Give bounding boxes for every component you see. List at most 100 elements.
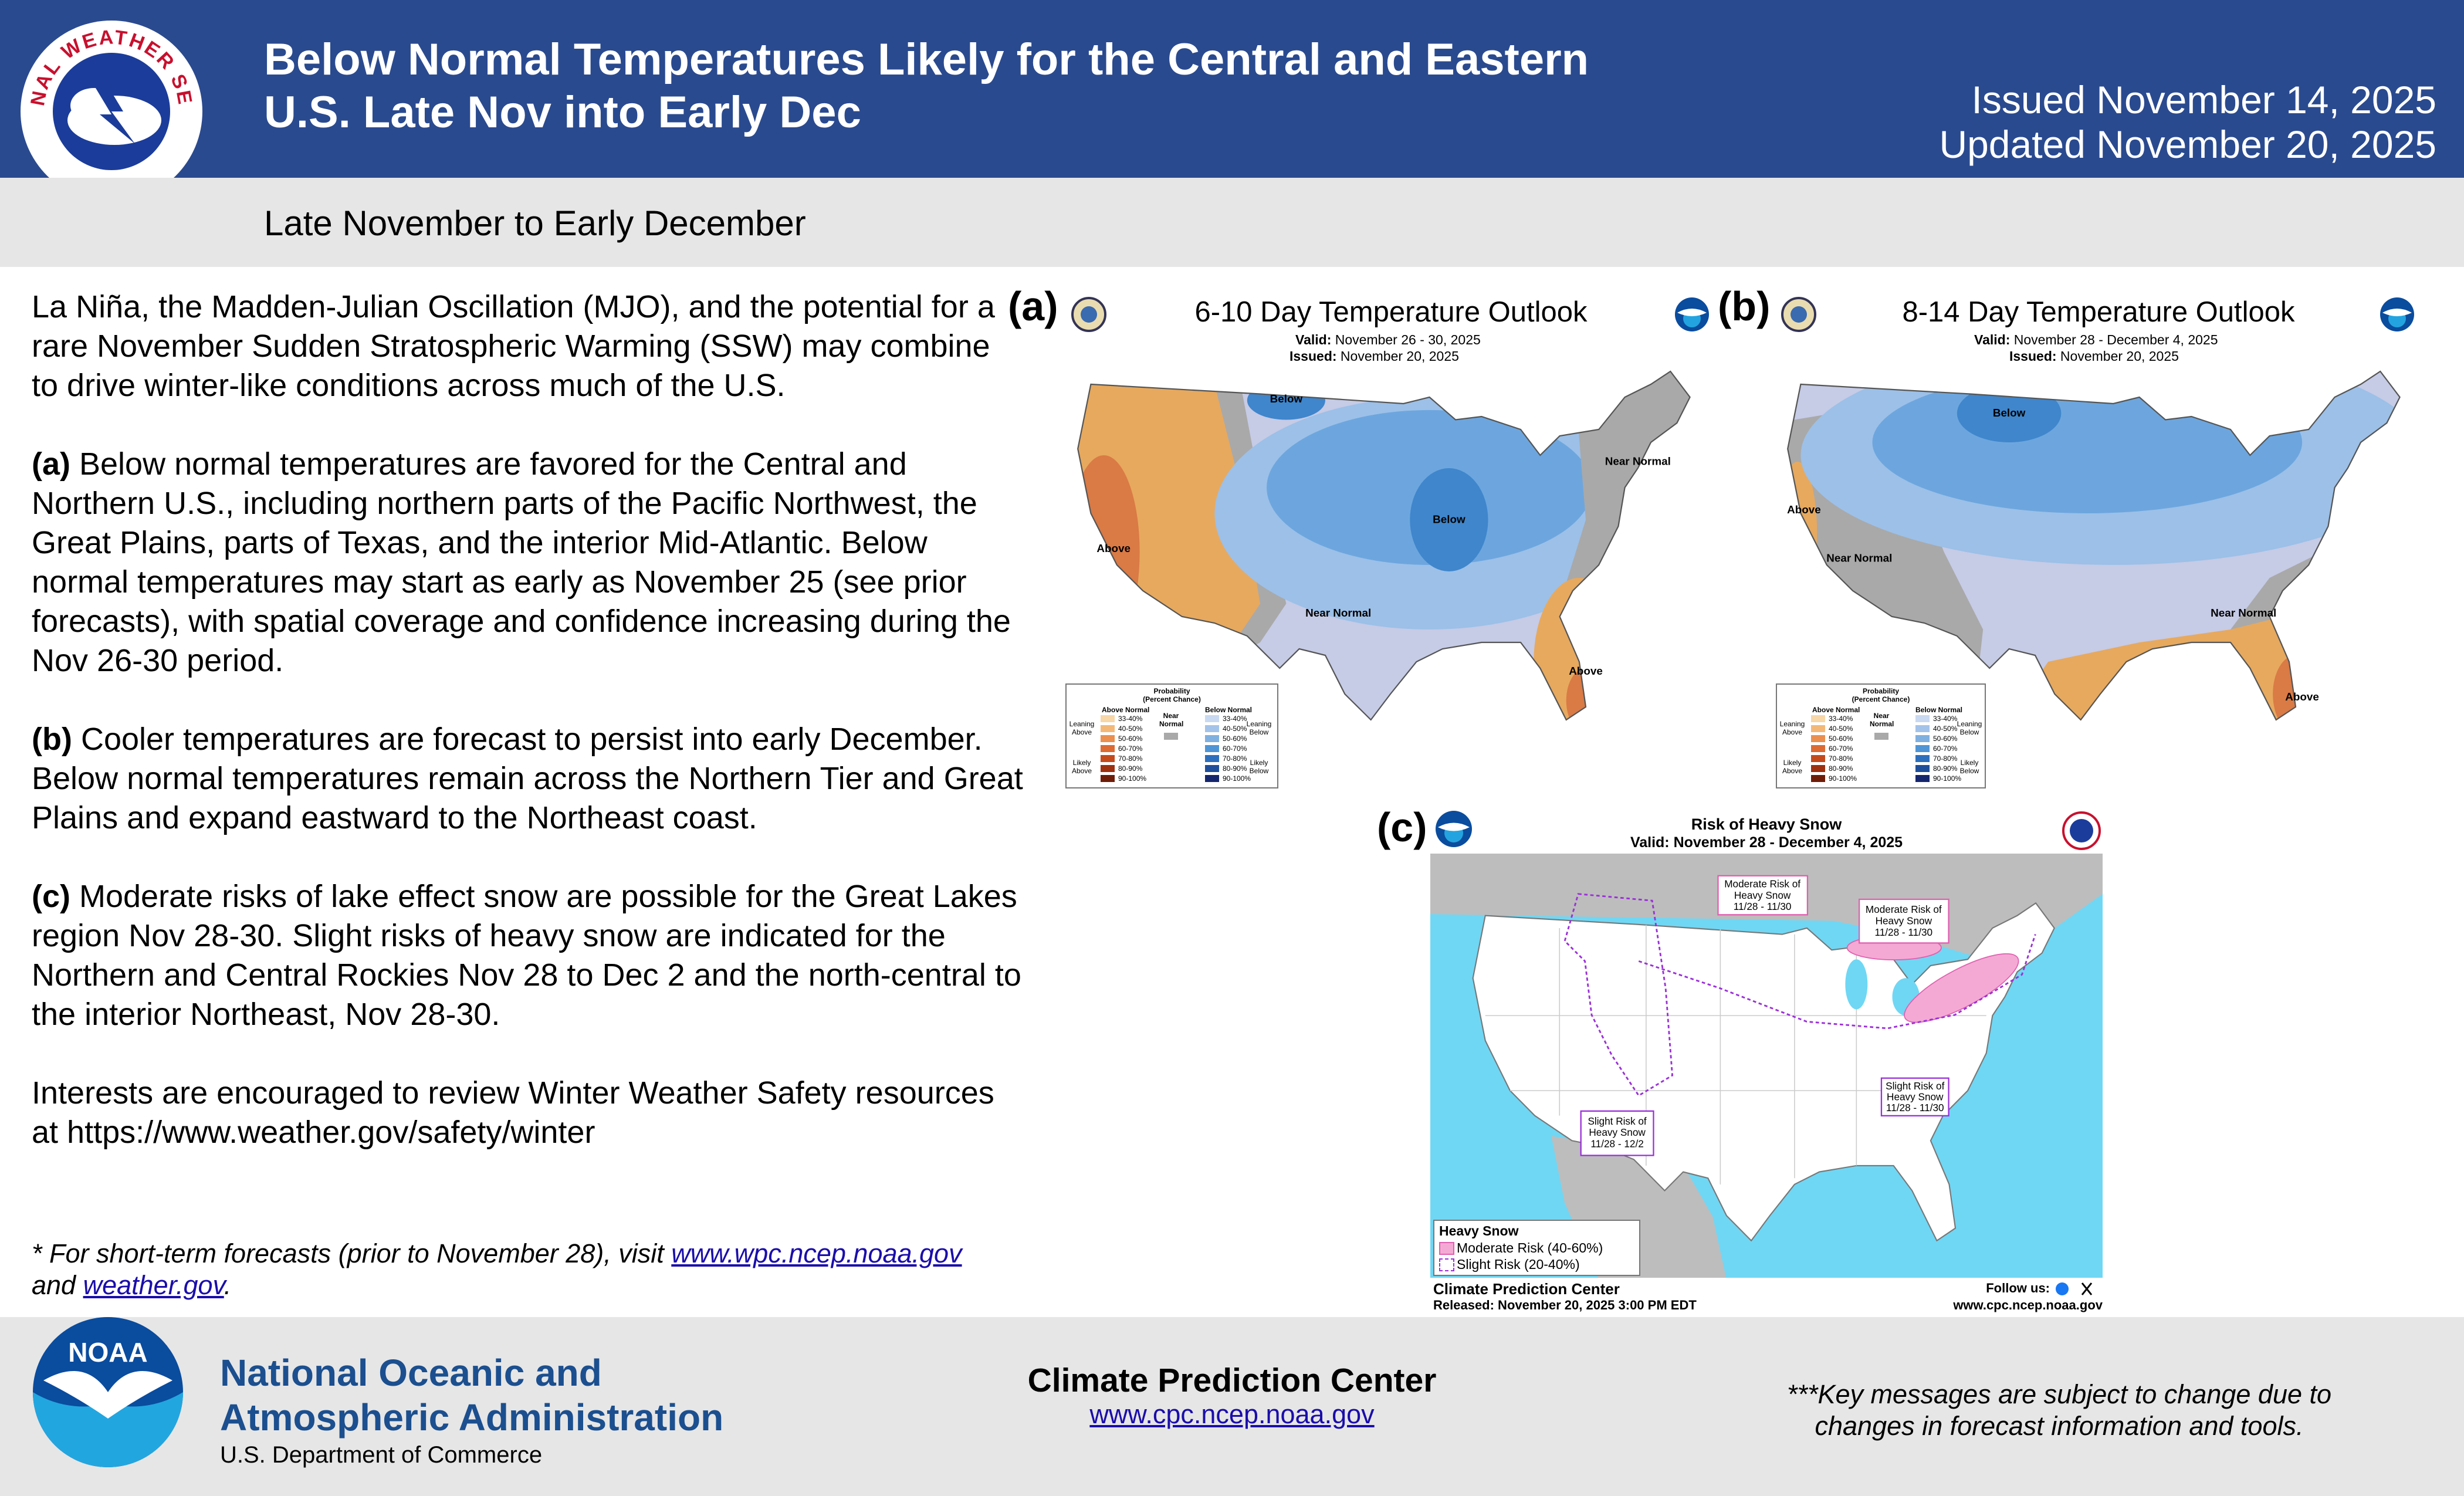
map-title: 8-14 Day Temperature Outlook	[1902, 296, 2295, 328]
legend-range: 80-90%	[1223, 764, 1247, 773]
legend-swatch	[1101, 715, 1115, 722]
callout-text: Slight Risk of	[1886, 1080, 1944, 1092]
side-label: Leaning Above	[1779, 720, 1805, 736]
map-valid: Valid: November 28 - December 4, 2025	[1630, 834, 1903, 851]
legend-range: 50-60%	[1829, 735, 1853, 743]
callout-text: Slight Risk of	[1588, 1115, 1646, 1127]
legend-swatch	[1811, 745, 1825, 752]
map-title: 6-10 Day Temperature Outlook	[1194, 296, 1588, 328]
noaa-icon	[1675, 297, 1709, 331]
legend-range: 60-70%	[1118, 744, 1143, 753]
legend-header: Above Normal	[1812, 706, 1860, 714]
header-band	[0, 0, 2464, 178]
legend-swatch	[1205, 735, 1219, 742]
value: November 26 - 30, 2025	[1335, 332, 1481, 347]
legend-range: 90-100%	[1933, 774, 1962, 783]
legend-swatch	[1811, 735, 1825, 742]
snow-map: Moderate Risk of Heavy Snow 11/28 - 11/3…	[1430, 854, 2103, 1278]
side-label: Leaning Below	[1957, 720, 1982, 736]
legend-header: Near Normal	[1870, 712, 1894, 728]
paragraph: (c) Moderate risks of lake effect snow a…	[32, 877, 1023, 1034]
outlook-legend: Probability (Percent Chance) Above Normal N…	[1776, 683, 1986, 788]
center-link[interactable]: www.cpc.ncep.noaa.gov	[1089, 1399, 1375, 1429]
legend-swatch	[1205, 725, 1219, 732]
logo-text: NOAA	[68, 1337, 147, 1368]
legend-swatch	[1205, 715, 1219, 722]
region-label: Below	[1433, 513, 1465, 526]
callout-text: 11/28 - 11/30	[1886, 1102, 1944, 1113]
legend-swatch	[1915, 715, 1930, 722]
follow-label: Follow us:	[1986, 1281, 2050, 1295]
legend-header: Below Normal	[1205, 706, 1253, 714]
map-valid: Valid: November 28 - December 4, 2025	[1974, 332, 2218, 348]
legend-swatch	[1439, 1242, 1454, 1255]
legend-label: Moderate Risk (40-60%)	[1457, 1240, 1603, 1255]
legend-range: 60-70%	[1933, 744, 1958, 753]
social-icons[interactable]	[2055, 1281, 2096, 1297]
legend-swatch	[1205, 775, 1219, 782]
label: Valid:	[1974, 332, 2011, 347]
side-label: Likely Above	[1782, 759, 1803, 775]
map-8-14: Below Above Near Normal Near Normal Abov…	[1787, 370, 2401, 721]
legend-swatch	[1874, 733, 1888, 740]
disclaimer: ***Key messages are subject to change du…	[1787, 1379, 2331, 1442]
legend-swatch	[1915, 735, 1930, 742]
legend-range: 33-40%	[1223, 715, 1247, 723]
callout-text: Heavy Snow	[1734, 889, 1791, 901]
legend-swatch	[1915, 725, 1930, 732]
side-label: Leaning Below	[1246, 720, 1272, 736]
value: November 28 - December 4, 2025	[2013, 332, 2218, 347]
item-label: (b)	[32, 722, 72, 757]
footnote: * For short-term forecasts (prior to Nov…	[32, 1238, 1029, 1301]
legend-swatch	[1915, 745, 1930, 752]
footnote-text: * For short-term forecasts (prior to Nov…	[32, 1238, 672, 1268]
region-label: Near Normal	[1305, 607, 1371, 619]
legend-swatch	[1811, 775, 1825, 782]
legend-swatch	[1101, 755, 1115, 762]
legend-swatch	[1811, 725, 1825, 732]
panel-label: (c)	[1377, 804, 1427, 850]
legend-range: 50-60%	[1223, 735, 1247, 743]
legend-range: 33-40%	[1933, 715, 1958, 723]
link[interactable]: www.wpc.ncep.noaa.gov	[671, 1238, 962, 1268]
map-issued: Issued: November 20, 2025	[2009, 348, 2179, 364]
legend-swatch	[1439, 1258, 1454, 1271]
title-line: Below Normal Temperatures Likely for the…	[264, 35, 1589, 84]
region-label: Near Normal	[2211, 607, 2276, 619]
legend-swatch	[1101, 725, 1115, 732]
legend-subtitle: (Percent Chance)	[1143, 695, 1201, 703]
legend-range: 33-40%	[1118, 715, 1143, 723]
map-released: Released: November 20, 2025 3:00 PM EDT	[1433, 1298, 1697, 1312]
disclaimer-line: changes in forecast information and tool…	[1815, 1411, 2304, 1441]
legend-swatch	[1811, 765, 1825, 772]
legend-subtitle: (Percent Chance)	[1852, 695, 1910, 703]
agency-line: National Oceanic and	[220, 1352, 602, 1394]
label: Valid:	[1295, 332, 1332, 347]
legend-range: 70-80%	[1933, 754, 1958, 763]
map-6-10: Below Below Above Near Normal Near Norma…	[1077, 370, 1691, 721]
legend-swatch	[1101, 765, 1115, 772]
nws-icon	[2062, 811, 2101, 850]
item-text: Moderate risks of lake effect snow are p…	[32, 879, 1021, 1032]
legend-swatch	[1915, 765, 1930, 772]
agency-name: National Oceanic and Atmospheric Administ…	[220, 1351, 723, 1440]
noaa-logo: NOAA	[33, 1317, 183, 1467]
value: November 20, 2025	[1340, 348, 1459, 364]
nws-logo: NATIONAL WEATHER SERVICE	[18, 18, 202, 202]
legend-range: 80-90%	[1118, 764, 1143, 773]
legend-header: Above Normal	[1102, 706, 1150, 714]
legend-swatch	[1101, 745, 1115, 752]
map-issued: Issued: November 20, 2025	[1289, 348, 1459, 364]
legend-swatch	[1205, 745, 1219, 752]
legend-range: 90-100%	[1118, 774, 1147, 783]
panel-label: (a)	[1008, 283, 1058, 329]
paragraph: (a) Below normal temperatures are favore…	[32, 445, 1023, 681]
legend-swatch	[1101, 775, 1115, 782]
department: U.S. Department of Commerce	[220, 1442, 543, 1468]
link[interactable]: weather.gov	[83, 1270, 224, 1300]
side-label: Likely Below	[1959, 759, 1979, 775]
subtitle-band	[0, 178, 2464, 267]
region-label: Below	[1270, 392, 1303, 405]
